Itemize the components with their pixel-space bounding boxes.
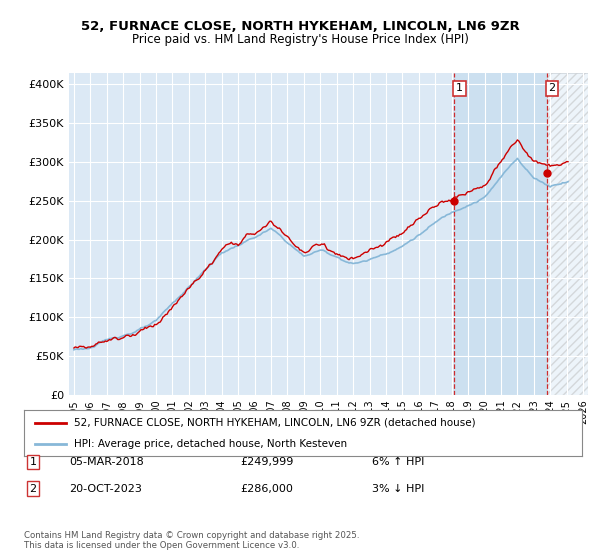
Text: Price paid vs. HM Land Registry's House Price Index (HPI): Price paid vs. HM Land Registry's House …	[131, 32, 469, 46]
Text: 2: 2	[29, 484, 37, 494]
Text: HPI: Average price, detached house, North Kesteven: HPI: Average price, detached house, Nort…	[74, 439, 347, 449]
Text: 05-MAR-2018: 05-MAR-2018	[69, 457, 144, 467]
Bar	[547, 73, 588, 395]
Text: 3% ↓ HPI: 3% ↓ HPI	[372, 484, 424, 494]
Text: 20-OCT-2023: 20-OCT-2023	[69, 484, 142, 494]
Text: 1: 1	[29, 457, 37, 467]
Text: £286,000: £286,000	[240, 484, 293, 494]
Bar	[454, 73, 547, 395]
Text: 52, FURNACE CLOSE, NORTH HYKEHAM, LINCOLN, LN6 9ZR: 52, FURNACE CLOSE, NORTH HYKEHAM, LINCOL…	[80, 20, 520, 34]
Text: 2: 2	[548, 83, 556, 94]
Text: 6% ↑ HPI: 6% ↑ HPI	[372, 457, 424, 467]
Text: £249,999: £249,999	[240, 457, 293, 467]
Text: 1: 1	[456, 83, 463, 94]
Text: 52, FURNACE CLOSE, NORTH HYKEHAM, LINCOLN, LN6 9ZR (detached house): 52, FURNACE CLOSE, NORTH HYKEHAM, LINCOL…	[74, 418, 476, 428]
Text: Contains HM Land Registry data © Crown copyright and database right 2025.
This d: Contains HM Land Registry data © Crown c…	[24, 530, 359, 550]
